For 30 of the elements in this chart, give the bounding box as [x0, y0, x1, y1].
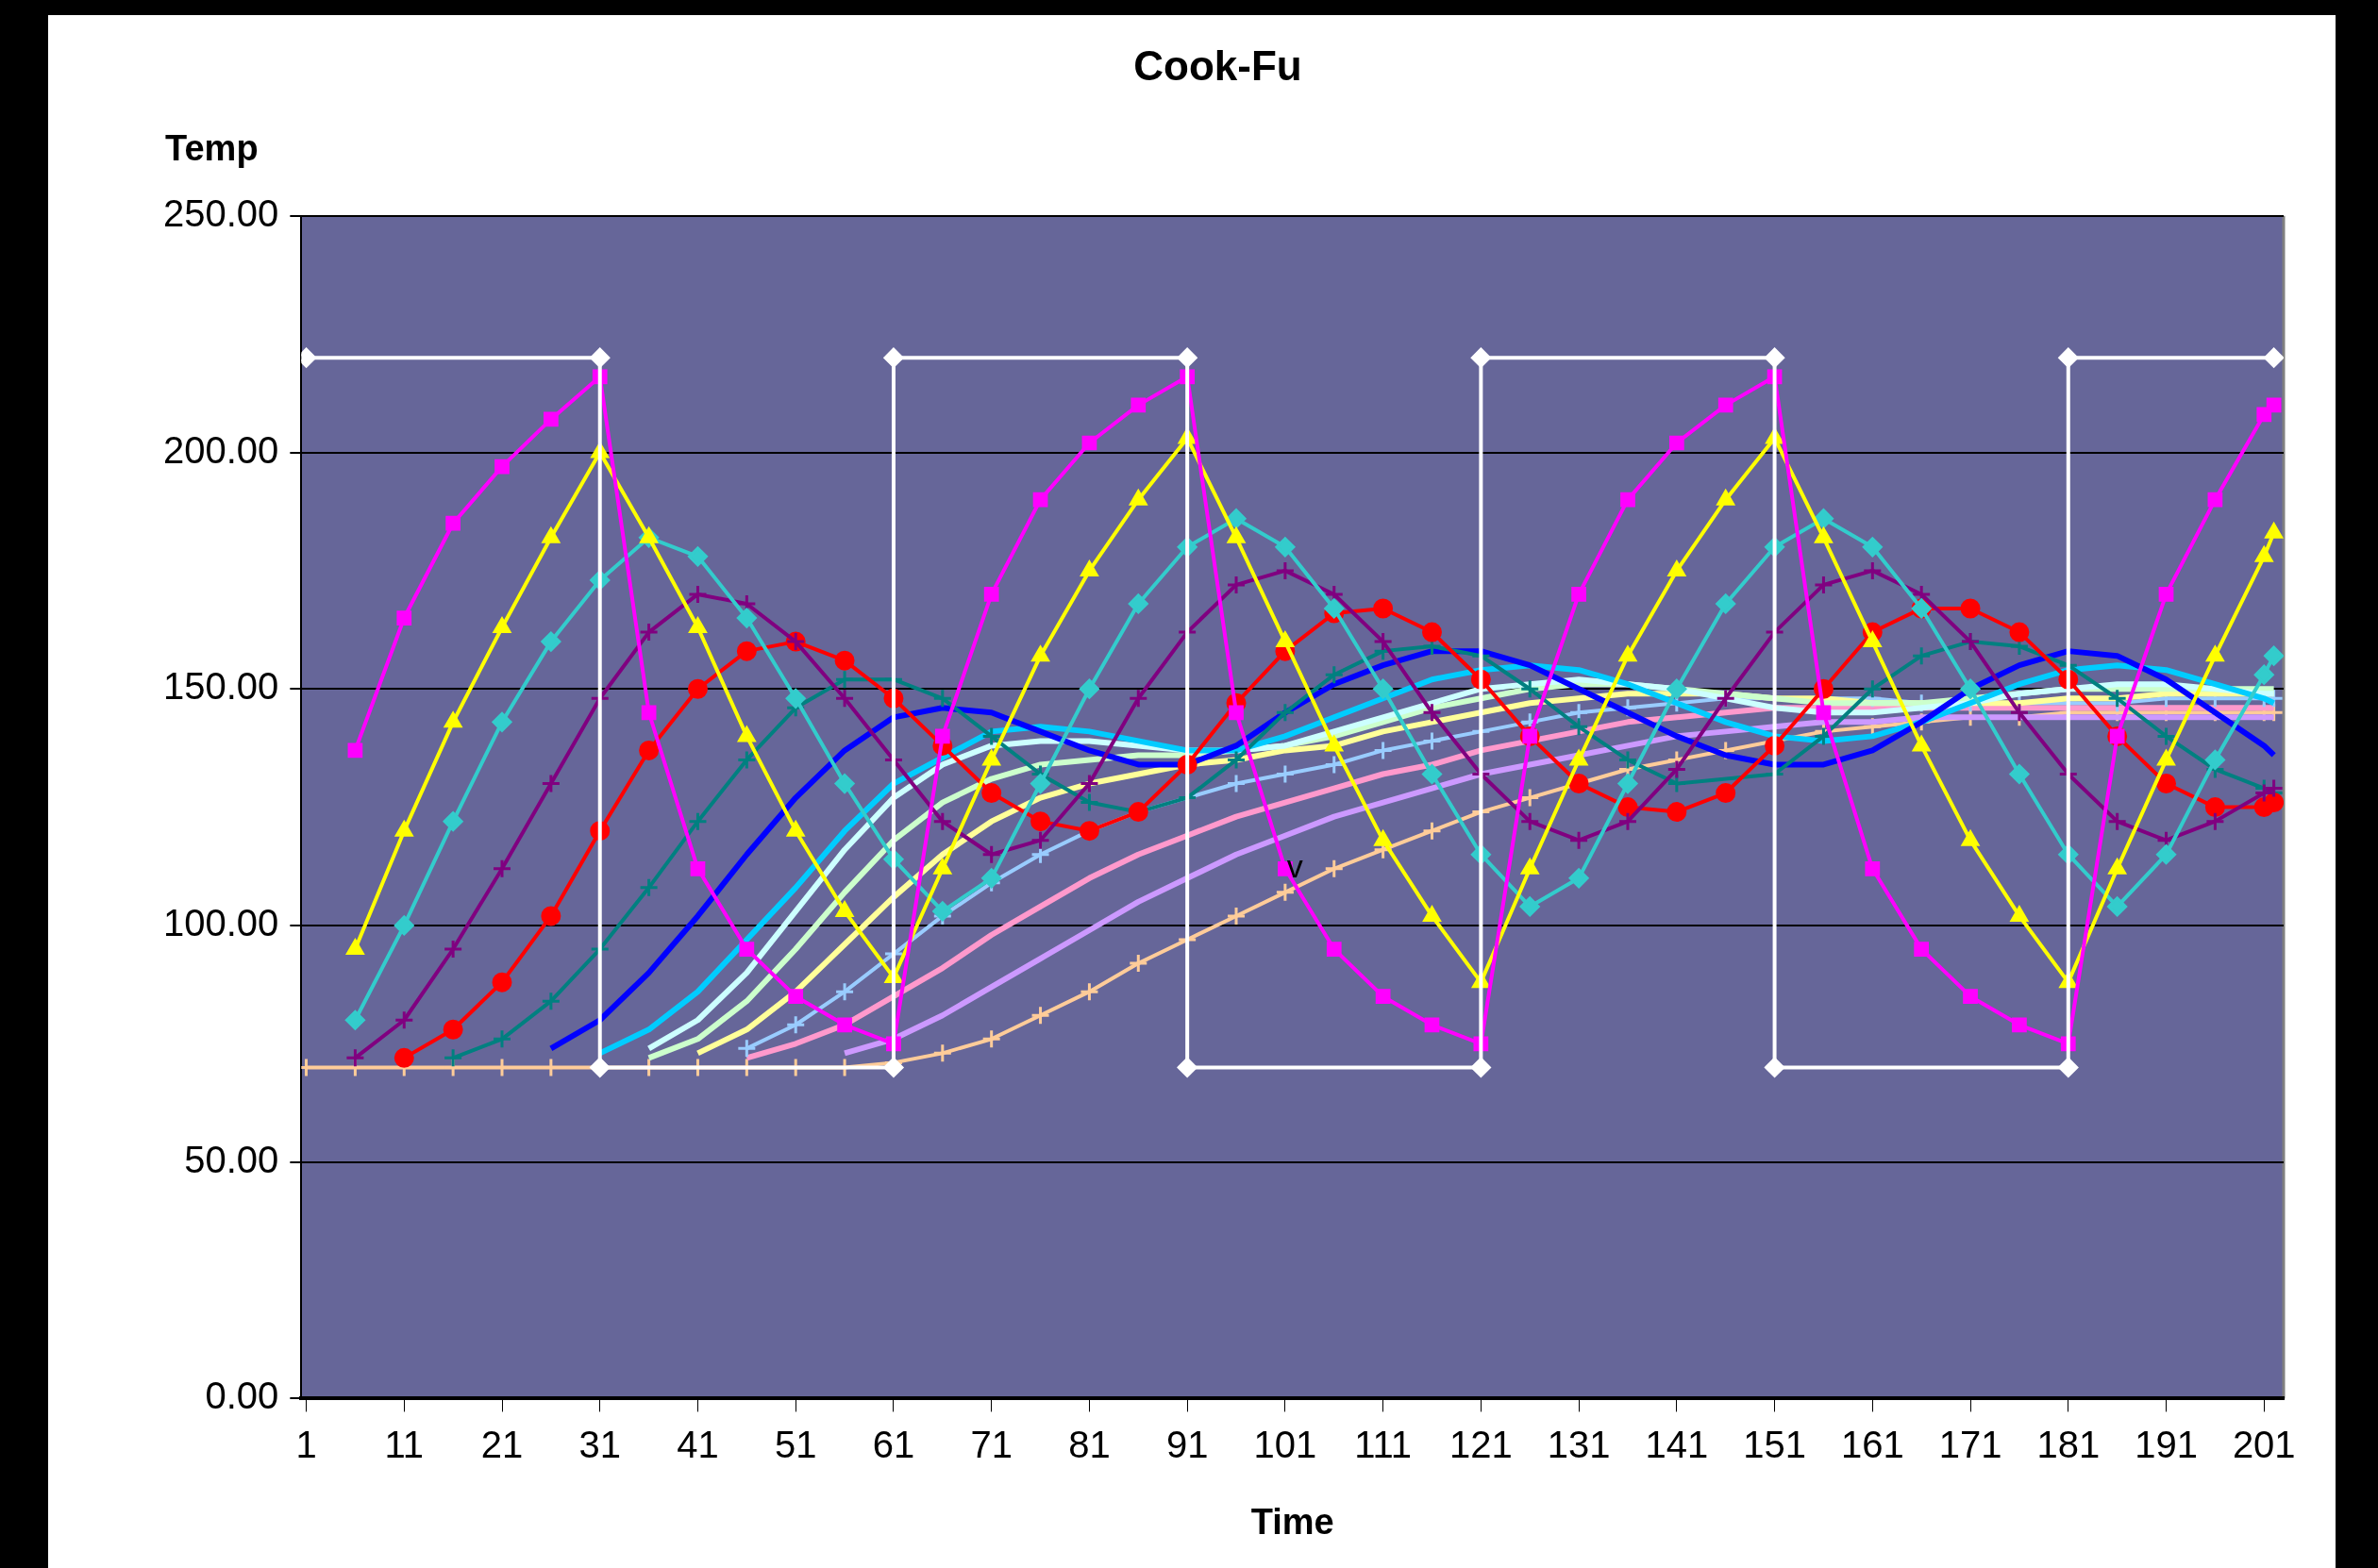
x-tick-label: 161: [1840, 1424, 1904, 1466]
x-tick-label: 51: [774, 1424, 817, 1466]
x-tick-label: 81: [1068, 1424, 1111, 1466]
x-tick-label: 181: [2036, 1424, 2101, 1466]
x-tick-label: 1: [295, 1424, 317, 1466]
x-tick-label: 21: [480, 1424, 524, 1466]
x-tick-label: 191: [2135, 1424, 2198, 1466]
x-tick-label: 31: [578, 1424, 621, 1466]
y-tick-label: 50.00: [184, 1138, 279, 1180]
y-tick-label: 150.00: [163, 665, 279, 708]
x-tick-label: 171: [1938, 1424, 2002, 1466]
x-tick-label: 121: [1449, 1424, 1513, 1466]
x-tick-label: 91: [1165, 1424, 1209, 1466]
x-tick-label: 71: [970, 1424, 1013, 1466]
y-tick-label: 200.00: [163, 428, 279, 471]
y-tick-label: 250.00: [163, 192, 279, 234]
x-tick-label: 11: [384, 1424, 425, 1466]
x-tick-label: 101: [1253, 1424, 1317, 1466]
chart-title: Cook-Fu: [1133, 42, 1302, 89]
x-tick-label: 151: [1743, 1424, 1806, 1466]
x-tick-label: 201: [2232, 1424, 2296, 1466]
x-axis-title: Time: [1250, 1501, 1334, 1542]
x-tick-label: 111: [1354, 1424, 1413, 1466]
y-tick-label: 0.00: [205, 1375, 279, 1417]
x-tick-label: 41: [677, 1424, 719, 1466]
y-tick-label: 100.00: [163, 901, 279, 943]
y-axis-title: Temp: [165, 128, 259, 169]
x-tick-label: 61: [872, 1424, 915, 1466]
x-tick-label: 131: [1547, 1424, 1611, 1466]
x-tick-label: 141: [1645, 1424, 1709, 1466]
